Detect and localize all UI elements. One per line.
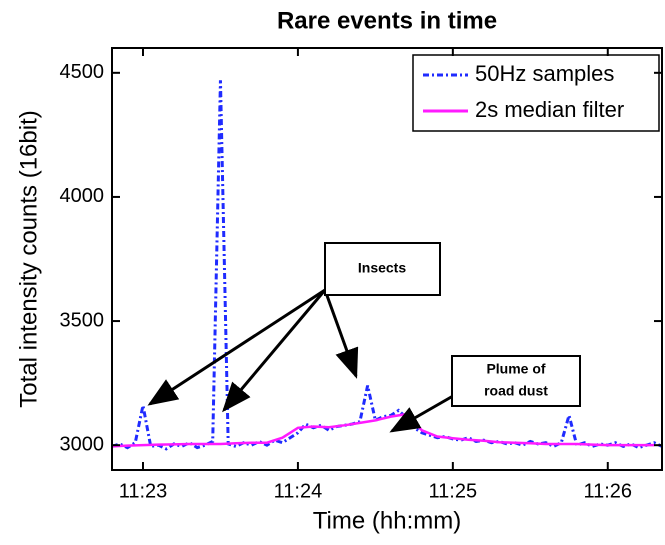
plot-area bbox=[111, 80, 663, 451]
annotation-text: Insects bbox=[358, 260, 406, 276]
x-tick-label: 11:24 bbox=[274, 480, 323, 502]
data-line bbox=[111, 412, 655, 448]
annotation-box bbox=[451, 355, 581, 407]
annotation-text: road dust bbox=[484, 383, 548, 399]
x-axis-label: Time (hh:mm) bbox=[313, 507, 461, 534]
annotation-arrows bbox=[147, 288, 454, 433]
chart-title: Rare events in time bbox=[277, 7, 497, 34]
x-tick-label: 11:25 bbox=[429, 480, 478, 502]
y-tick-label: 4500 bbox=[60, 61, 105, 83]
y-tick-label: 3000 bbox=[60, 433, 105, 455]
axes-frame bbox=[111, 47, 663, 471]
y-tick-label: 3500 bbox=[60, 309, 105, 331]
x-tick-label: 11:23 bbox=[119, 480, 168, 502]
annotation-box bbox=[324, 242, 441, 296]
legend-box bbox=[412, 54, 660, 132]
y-tick-label: 4000 bbox=[60, 185, 105, 207]
legend-label: 50Hz samples bbox=[475, 61, 614, 86]
annotation-text: Plume of bbox=[486, 361, 545, 377]
data-line bbox=[111, 80, 663, 451]
x-tick-label: 11:26 bbox=[583, 480, 632, 502]
legend: 50Hz samples 2s median filter bbox=[412, 54, 660, 132]
y-axis-label: Total intensity counts (16bit) bbox=[15, 110, 42, 407]
legend-label: 2s median filter bbox=[475, 97, 624, 122]
